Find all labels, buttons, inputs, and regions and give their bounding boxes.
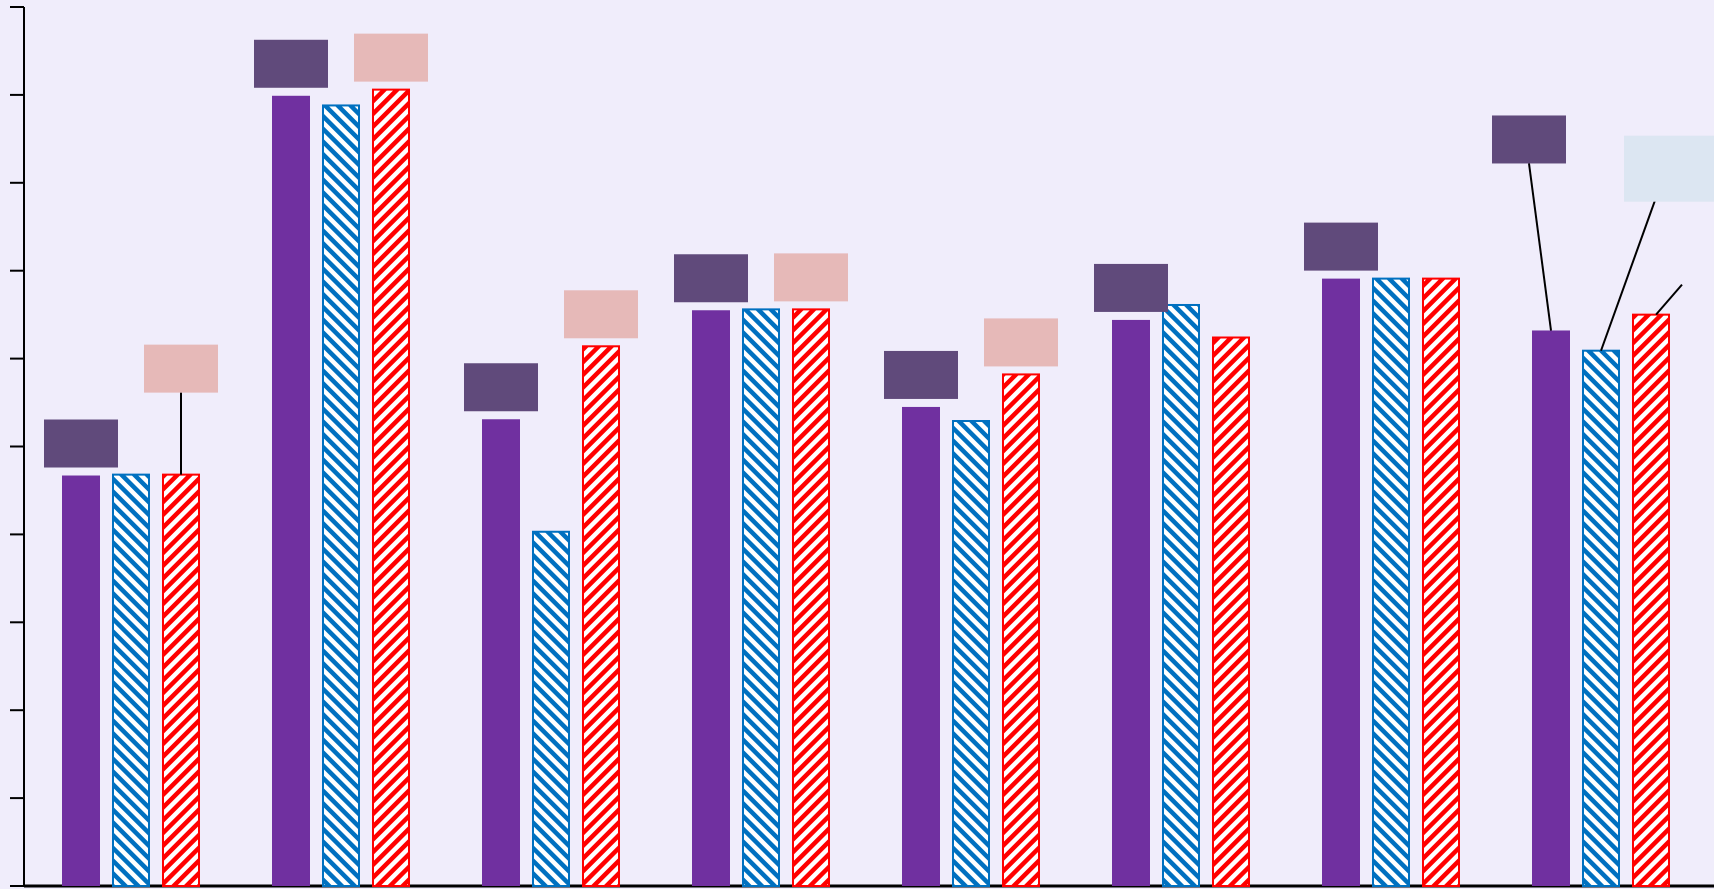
bar xyxy=(1112,319,1150,886)
bar xyxy=(582,345,620,887)
data-label-box xyxy=(564,290,638,339)
data-label-box xyxy=(44,419,118,468)
bar xyxy=(1322,278,1360,887)
bar xyxy=(1372,277,1410,887)
bar xyxy=(692,310,730,886)
data-label-leader-line xyxy=(1600,183,1662,352)
bar xyxy=(1162,303,1200,887)
bar xyxy=(322,104,360,887)
data-label-box xyxy=(254,39,328,88)
bar xyxy=(1212,336,1250,887)
bar-layer xyxy=(62,88,1670,888)
data-label-leader-line xyxy=(1655,283,1683,316)
bar xyxy=(742,308,780,888)
data-label-box xyxy=(884,350,958,399)
data-label-box xyxy=(1304,222,1378,271)
bar xyxy=(902,406,940,886)
data-label-box xyxy=(674,254,748,303)
data-label-box xyxy=(464,363,538,412)
bar xyxy=(532,530,570,887)
bar xyxy=(1002,373,1040,887)
data-label-layer xyxy=(44,33,1714,475)
bar xyxy=(272,95,310,887)
data-label-box xyxy=(354,33,428,82)
bar xyxy=(1632,313,1670,887)
data-label-box xyxy=(774,253,848,302)
bar xyxy=(372,88,410,888)
bar xyxy=(112,473,150,887)
data-label-leader-line xyxy=(1528,163,1552,331)
bar xyxy=(1422,277,1460,887)
data-label-box xyxy=(984,318,1058,367)
bar xyxy=(1532,330,1570,886)
data-label-box xyxy=(144,344,218,393)
bar xyxy=(952,420,990,887)
bar xyxy=(162,473,200,887)
bar xyxy=(792,308,830,888)
data-label-box xyxy=(1624,135,1714,202)
data-label-box xyxy=(1492,115,1566,164)
bar xyxy=(1582,349,1620,887)
bar xyxy=(482,419,520,886)
data-label-box xyxy=(1094,263,1168,312)
bar xyxy=(62,475,100,886)
